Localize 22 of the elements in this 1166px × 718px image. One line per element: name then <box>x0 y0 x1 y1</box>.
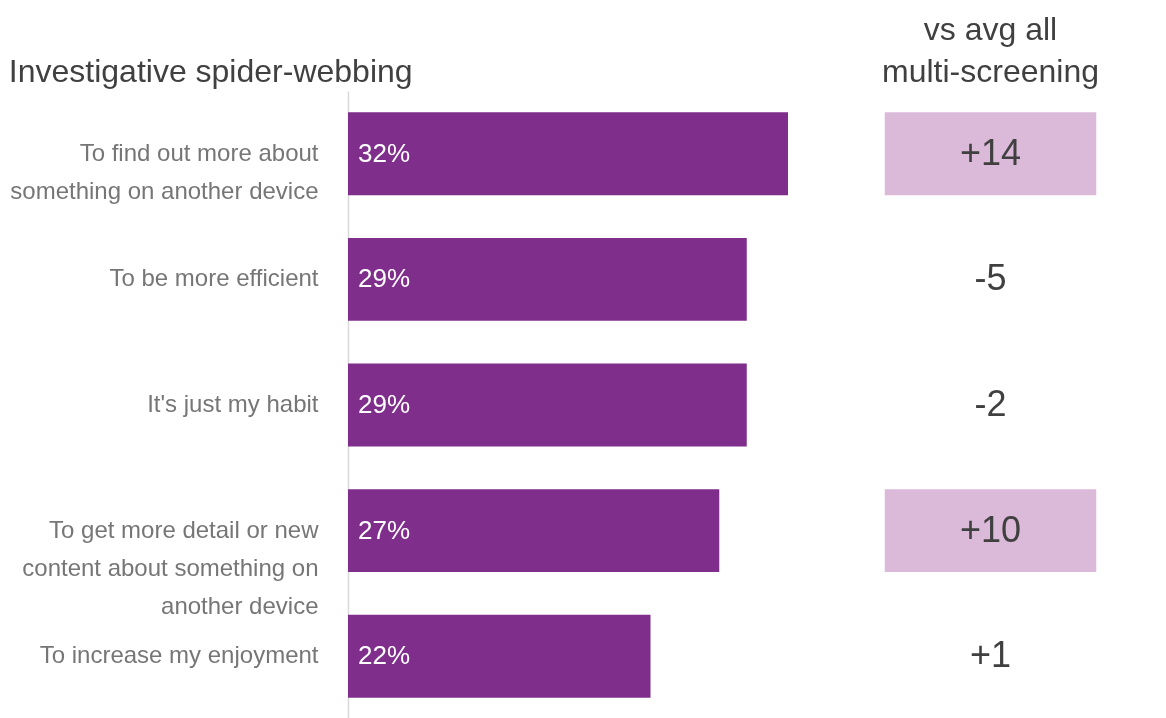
data-label: +10 <box>959 508 1022 550</box>
y-tick-label: To increase my enjoyment <box>39 641 319 669</box>
y-tick-label: To be more efficient <box>109 264 319 292</box>
data-label: -2 <box>974 383 1007 424</box>
bar <box>348 489 720 573</box>
data-label: 22% <box>358 640 411 671</box>
bar <box>348 363 747 447</box>
y-tick-label: It's just my habit <box>147 390 319 417</box>
data-label: 29% <box>358 263 411 294</box>
data-label: -5 <box>974 257 1007 299</box>
data-label: 27% <box>358 514 411 545</box>
bar <box>348 614 651 698</box>
data-label: 29% <box>358 389 411 419</box>
data-label: 32% <box>358 137 411 168</box>
data-label: +1 <box>969 634 1012 676</box>
data-label: +14 <box>959 131 1022 173</box>
y-tick-label: To get more detail or new content about something on another device <box>22 515 320 619</box>
text: vs avg all multi-screening <box>882 11 1099 89</box>
bar <box>348 112 788 196</box>
chart-title: Investigative spider-webbing <box>8 53 413 89</box>
y-tick-label: To find out more about something on another device <box>10 138 319 204</box>
bar <box>348 237 747 321</box>
